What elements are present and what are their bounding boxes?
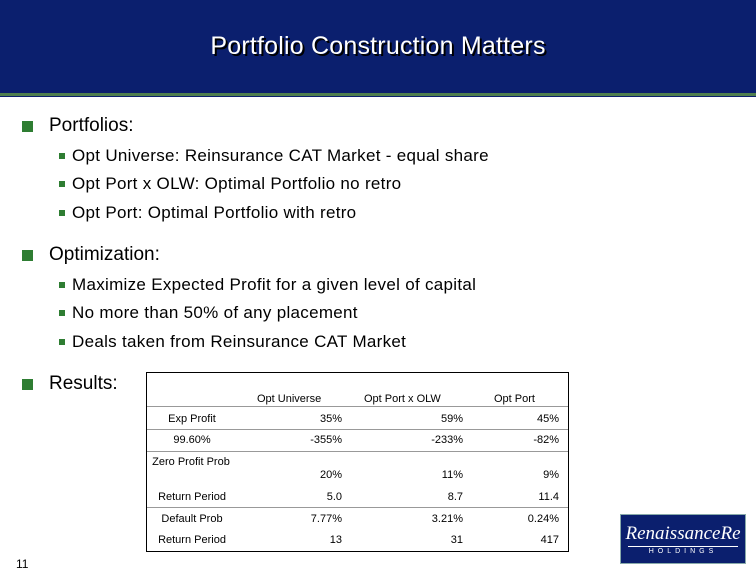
row-divider	[147, 429, 568, 430]
table-cell: -233%	[431, 434, 463, 446]
table-cell: -82%	[533, 434, 559, 446]
table-cell: 13	[329, 534, 342, 546]
slide-title: Portfolio Construction Matters	[210, 32, 546, 60]
table-cell: 0.24%	[527, 513, 559, 525]
logo-divider	[628, 545, 738, 547]
square-bullet-icon	[22, 249, 33, 261]
table-cell: 8.7	[447, 491, 463, 503]
table-cell: 59%	[440, 413, 463, 425]
small-square-bullet-icon	[59, 310, 65, 316]
row-label: 99.60%	[173, 434, 211, 446]
renaissancere-logo: RenaissanceRe HOLDINGS	[620, 514, 746, 564]
section-optimization: Optimization:	[22, 244, 160, 266]
logo-subtitle: HOLDINGS	[648, 547, 718, 555]
list-item: No more than 50% of any placement	[59, 303, 358, 323]
table-cell: 45%	[536, 413, 559, 425]
table-cell: 9%	[543, 469, 559, 481]
row-label: Exp Profit	[168, 413, 216, 425]
table-cell: 7.77%	[310, 513, 342, 525]
square-bullet-icon	[22, 378, 33, 390]
row-label: Zero Profit Prob	[152, 456, 230, 468]
row-divider	[147, 406, 568, 407]
table-cell: 35%	[319, 413, 342, 425]
section-heading: Portfolios:	[49, 115, 134, 136]
list-item: Opt Port: Optimal Portfolio with retro	[59, 203, 356, 223]
column-header: Opt Port	[494, 393, 535, 405]
table-cell: 11.4	[538, 491, 559, 503]
list-item: Opt Port x OLW: Optimal Portfolio no ret…	[59, 174, 401, 194]
table-cell: 417	[540, 534, 559, 546]
small-square-bullet-icon	[59, 181, 65, 187]
column-header: Opt Universe	[257, 393, 322, 405]
small-square-bullet-icon	[59, 153, 65, 159]
section-portfolios: Portfolios:	[22, 115, 133, 137]
table-cell: 11%	[441, 469, 463, 481]
small-square-bullet-icon	[59, 339, 65, 345]
table-cell: 5.0	[326, 491, 342, 503]
table-cell: 31	[450, 534, 463, 546]
section-results: Results:	[22, 373, 118, 395]
section-heading: Optimization:	[49, 244, 160, 265]
list-item: Maximize Expected Profit for a given lev…	[59, 275, 476, 295]
square-bullet-icon	[22, 120, 33, 132]
row-divider	[147, 507, 568, 508]
list-item: Opt Universe: Reinsurance CAT Market - e…	[59, 146, 489, 166]
small-square-bullet-icon	[59, 210, 65, 216]
table-cell: -355%	[310, 434, 342, 446]
header-divider-line	[0, 96, 756, 97]
header-divider	[0, 93, 756, 96]
list-item: Deals taken from Reinsurance CAT Market	[59, 332, 406, 352]
row-label: Default Prob	[161, 513, 223, 525]
slide-header: Portfolio Construction Matters	[0, 0, 756, 93]
row-label: Return Period	[158, 534, 226, 546]
column-header: Opt Port x OLW	[364, 393, 441, 405]
row-divider	[147, 451, 568, 452]
page-number: 11	[16, 557, 29, 571]
table-cell: 3.21%	[431, 513, 463, 525]
logo-wordmark: RenaissanceRe	[625, 522, 741, 544]
row-label: Return Period	[158, 491, 226, 503]
results-table: Opt Universe Opt Port x OLW Opt Port Exp…	[146, 372, 569, 552]
table-cell: 20%	[319, 469, 342, 481]
small-square-bullet-icon	[59, 282, 65, 288]
section-heading: Results:	[49, 373, 118, 394]
